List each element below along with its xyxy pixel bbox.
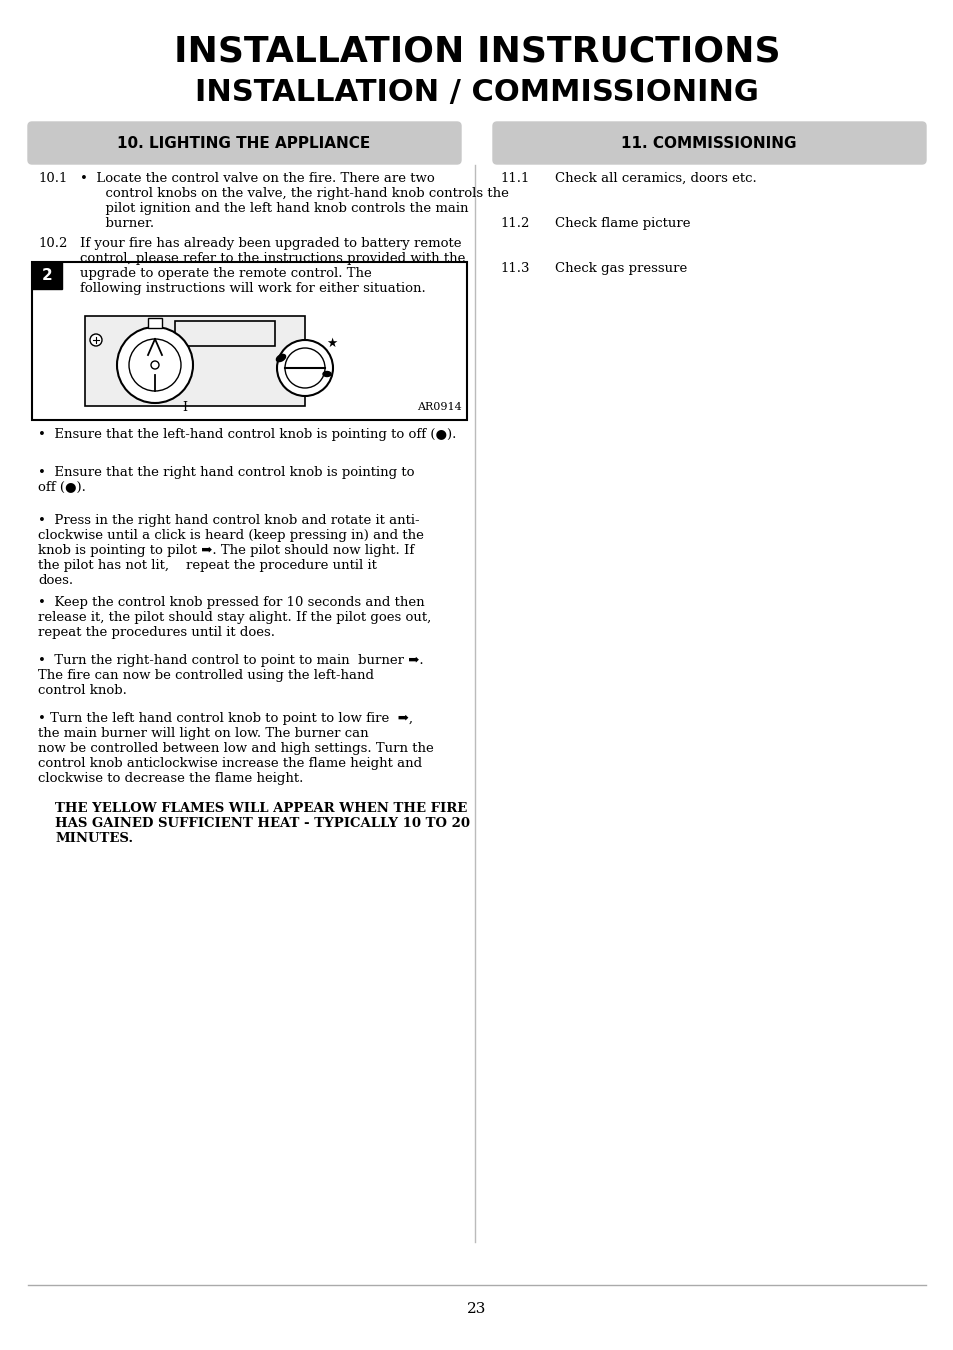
Circle shape <box>151 360 159 369</box>
Text: 11.2: 11.2 <box>499 217 529 230</box>
Text: •  Turn the right-hand control to point to main  burner ➡.
The fire can now be c: • Turn the right-hand control to point t… <box>38 653 423 697</box>
Text: ★: ★ <box>326 336 337 350</box>
Circle shape <box>117 327 193 404</box>
Text: AR0914: AR0914 <box>416 402 461 412</box>
Text: INSTALLATION / COMMISSIONING: INSTALLATION / COMMISSIONING <box>194 78 759 107</box>
Bar <box>85 316 305 406</box>
FancyBboxPatch shape <box>28 122 460 163</box>
Text: •  Ensure that the right hand control knob is pointing to
off (●).: • Ensure that the right hand control kno… <box>38 466 414 494</box>
Text: 11.3: 11.3 <box>499 262 529 275</box>
Text: 23: 23 <box>467 1301 486 1316</box>
Text: 10.1: 10.1 <box>38 171 68 185</box>
Bar <box>32 262 467 420</box>
Circle shape <box>285 348 325 387</box>
Text: 11. COMMISSIONING: 11. COMMISSIONING <box>620 135 796 150</box>
Text: THE YELLOW FLAMES WILL APPEAR WHEN THE FIRE
HAS GAINED SUFFICIENT HEAT - TYPICAL: THE YELLOW FLAMES WILL APPEAR WHEN THE F… <box>55 802 470 845</box>
Circle shape <box>276 340 333 396</box>
Text: INSTALLATION INSTRUCTIONS: INSTALLATION INSTRUCTIONS <box>173 35 780 69</box>
Text: •  Press in the right hand control knob and rotate it anti-
clockwise until a cl: • Press in the right hand control knob a… <box>38 514 423 587</box>
Circle shape <box>90 333 102 346</box>
Bar <box>32 262 62 289</box>
Text: I: I <box>182 401 188 414</box>
Text: Check flame picture: Check flame picture <box>555 217 690 230</box>
FancyBboxPatch shape <box>493 122 925 163</box>
Text: • Turn the left hand control knob to point to low fire  ➡,
the main burner will : • Turn the left hand control knob to poi… <box>38 711 434 784</box>
Circle shape <box>129 339 181 392</box>
Text: •  Ensure that the left-hand control knob is pointing to off (●).: • Ensure that the left-hand control knob… <box>38 428 456 441</box>
Text: 10.2: 10.2 <box>38 238 68 250</box>
Bar <box>148 319 162 328</box>
Text: •  Keep the control knob pressed for 10 seconds and then
release it, the pilot s: • Keep the control knob pressed for 10 s… <box>38 595 431 639</box>
Text: Check gas pressure: Check gas pressure <box>555 262 686 275</box>
Text: If your fire has already been upgraded to battery remote
control, please refer t: If your fire has already been upgraded t… <box>80 238 465 296</box>
Text: 2: 2 <box>42 267 52 282</box>
Ellipse shape <box>276 355 285 362</box>
Text: 11.1: 11.1 <box>499 171 529 185</box>
Text: 10. LIGHTING THE APPLIANCE: 10. LIGHTING THE APPLIANCE <box>117 135 370 150</box>
Ellipse shape <box>323 371 331 377</box>
Bar <box>174 321 274 346</box>
Text: Check all ceramics, doors etc.: Check all ceramics, doors etc. <box>555 171 756 185</box>
Text: •  Locate the control valve on the fire. There are two
      control knobs on th: • Locate the control valve on the fire. … <box>80 171 508 230</box>
